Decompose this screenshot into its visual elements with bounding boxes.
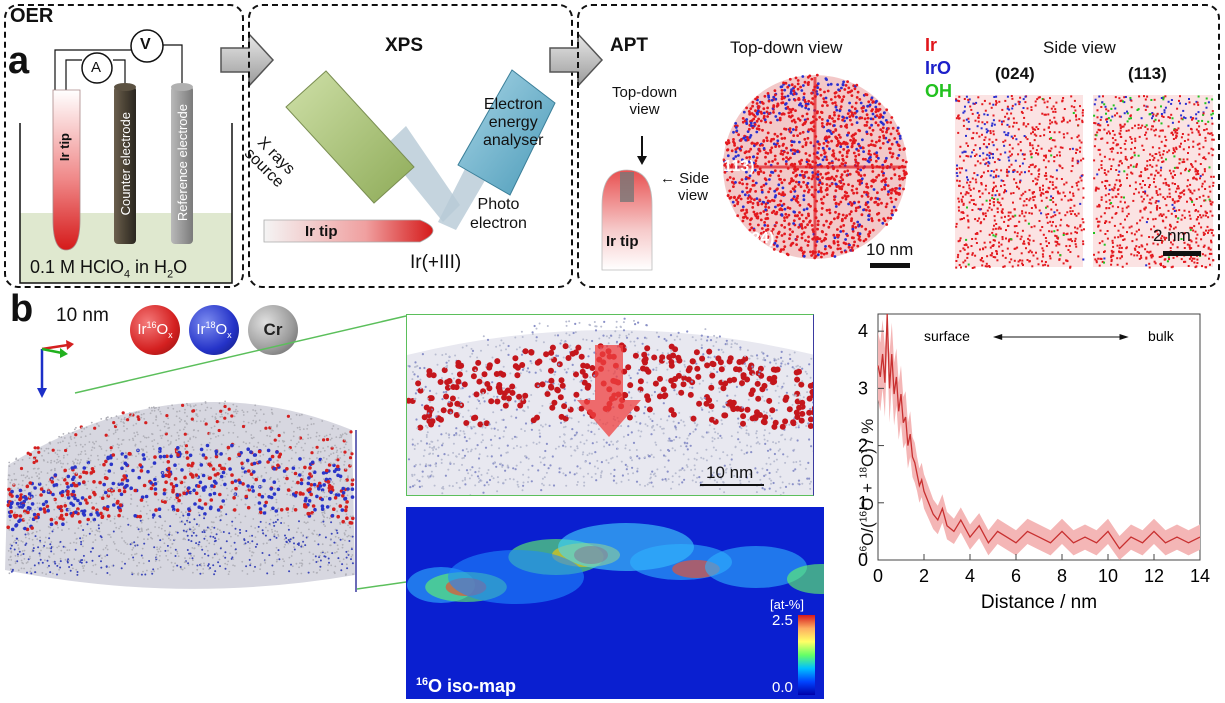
zoom-projection-lines: [74, 315, 407, 592]
chart-xtick-label: 6: [1011, 566, 1021, 586]
reference-electrode: [171, 86, 193, 244]
apt-reconstruction-dome: [5, 400, 355, 589]
voltmeter-icon: [130, 29, 164, 63]
analyser-label: Electron energy analyser: [483, 96, 544, 149]
zoom-scale-label: 10 nm: [706, 463, 754, 482]
panel-a-letter: a: [8, 40, 30, 82]
side-scale-bar: [1163, 251, 1201, 256]
chart-xtick-label: 0: [873, 566, 883, 586]
topdown-scale-bar: [870, 263, 910, 268]
topdown-113-label: (113): [718, 158, 755, 175]
topdown-024-label: (024): [737, 230, 775, 247]
iso-title: 16O iso-map: [416, 676, 517, 696]
ammeter-icon: [81, 52, 113, 84]
apt-tip-drawing: [601, 136, 653, 271]
chart-xtick-label: 2: [919, 566, 929, 586]
sphere-ir16ox-label: Ir16Ox: [137, 320, 173, 340]
chart-error-band: [878, 314, 1200, 560]
xps-panel: [248, 4, 573, 288]
chart-annotation-bulk: bulk: [1148, 328, 1175, 344]
apt-side-caption: ← Side view: [660, 170, 710, 204]
topdown-view-title: Top-down view: [730, 38, 843, 57]
side-scale-label: 2 nm: [1153, 226, 1191, 245]
apt-topdown-caption: Top-down view: [612, 84, 678, 118]
zoom-box: [406, 314, 814, 496]
voltmeter-label: V: [140, 36, 151, 53]
apt-legend: Ir IrO OH: [925, 34, 952, 103]
chart-ytick-label: 4: [858, 321, 868, 341]
counter-electrode: [114, 86, 136, 244]
chart-ytick-label: 3: [858, 378, 868, 398]
xps-setup-drawing: [263, 69, 556, 243]
legend-oh: OH: [925, 81, 952, 101]
sphere-cr-label: Cr: [263, 320, 283, 339]
legend-iro: IrO: [925, 58, 952, 78]
chart-ytick-label: 0: [858, 550, 868, 570]
apt-title: APT: [610, 35, 648, 56]
side-024-label: (024): [995, 64, 1035, 83]
chart-xlabel: Distance / nm: [981, 592, 1097, 613]
chart-xtick-label: 10: [1098, 566, 1118, 586]
sphere-ir18ox-label: Ir18Ox: [196, 320, 232, 340]
chart-series-line: [877, 313, 1201, 550]
chart-annotation-surface: surface: [924, 328, 970, 344]
chart-ytick-label: 2: [858, 436, 868, 456]
xps-ir-tip-label: Ir tip: [305, 223, 338, 240]
colorbar-min: 0.0: [772, 679, 793, 696]
ir-tip-electrode: [52, 89, 81, 251]
chart-arrowhead-left: [993, 334, 1003, 340]
panel-b-scale-label: 10 nm: [56, 305, 109, 326]
legend-ir: Ir: [925, 35, 938, 55]
sphere-ir16ox: [130, 305, 180, 355]
side-view-title: Side view: [1043, 38, 1116, 57]
chart-arrowhead-right: [1119, 334, 1129, 340]
chart-ylabel: 16O/(16O + 18O) / %: [858, 418, 877, 558]
side-113-label: (113): [1128, 64, 1167, 83]
oer-title: OER: [10, 5, 54, 27]
topdown-scale-label: 10 nm: [866, 240, 914, 259]
apt-panel: [577, 4, 1220, 288]
chart-xtick-label: 14: [1190, 566, 1210, 586]
topdown-atom-map: [722, 73, 908, 260]
oxidation-state-label: Ir(+III): [410, 252, 462, 273]
chart-xtick-label: 8: [1057, 566, 1067, 586]
chart-xtick-label: 12: [1144, 566, 1164, 586]
electrolyte-label: 0.1 M HClO4 in H2O: [30, 257, 188, 281]
chart-frame: [877, 313, 1201, 561]
chart-ytick-label: 1: [858, 493, 868, 513]
apt-ir-tip-label: Ir tip: [606, 233, 639, 250]
o16-iso-map: [406, 507, 824, 699]
colorbar: [798, 615, 815, 695]
sphere-ir18ox: [189, 305, 239, 355]
xps-title: XPS: [385, 35, 424, 56]
side-view-atom-maps: [955, 95, 1215, 269]
ammeter-label: A: [91, 59, 102, 76]
oer-panel: [4, 4, 244, 288]
photoelectron-label: Photo electron: [470, 196, 527, 232]
panel-b-letter: b: [10, 288, 34, 330]
oer-cell-drawing: [19, 29, 233, 284]
colorbar-max: 2.5: [772, 612, 793, 629]
axes-triad-icon: [37, 340, 74, 398]
zoom-scale-bar: [700, 484, 764, 486]
colorbar-unit: [at-%]: [770, 597, 804, 612]
chart-xtick-label: 4: [965, 566, 975, 586]
